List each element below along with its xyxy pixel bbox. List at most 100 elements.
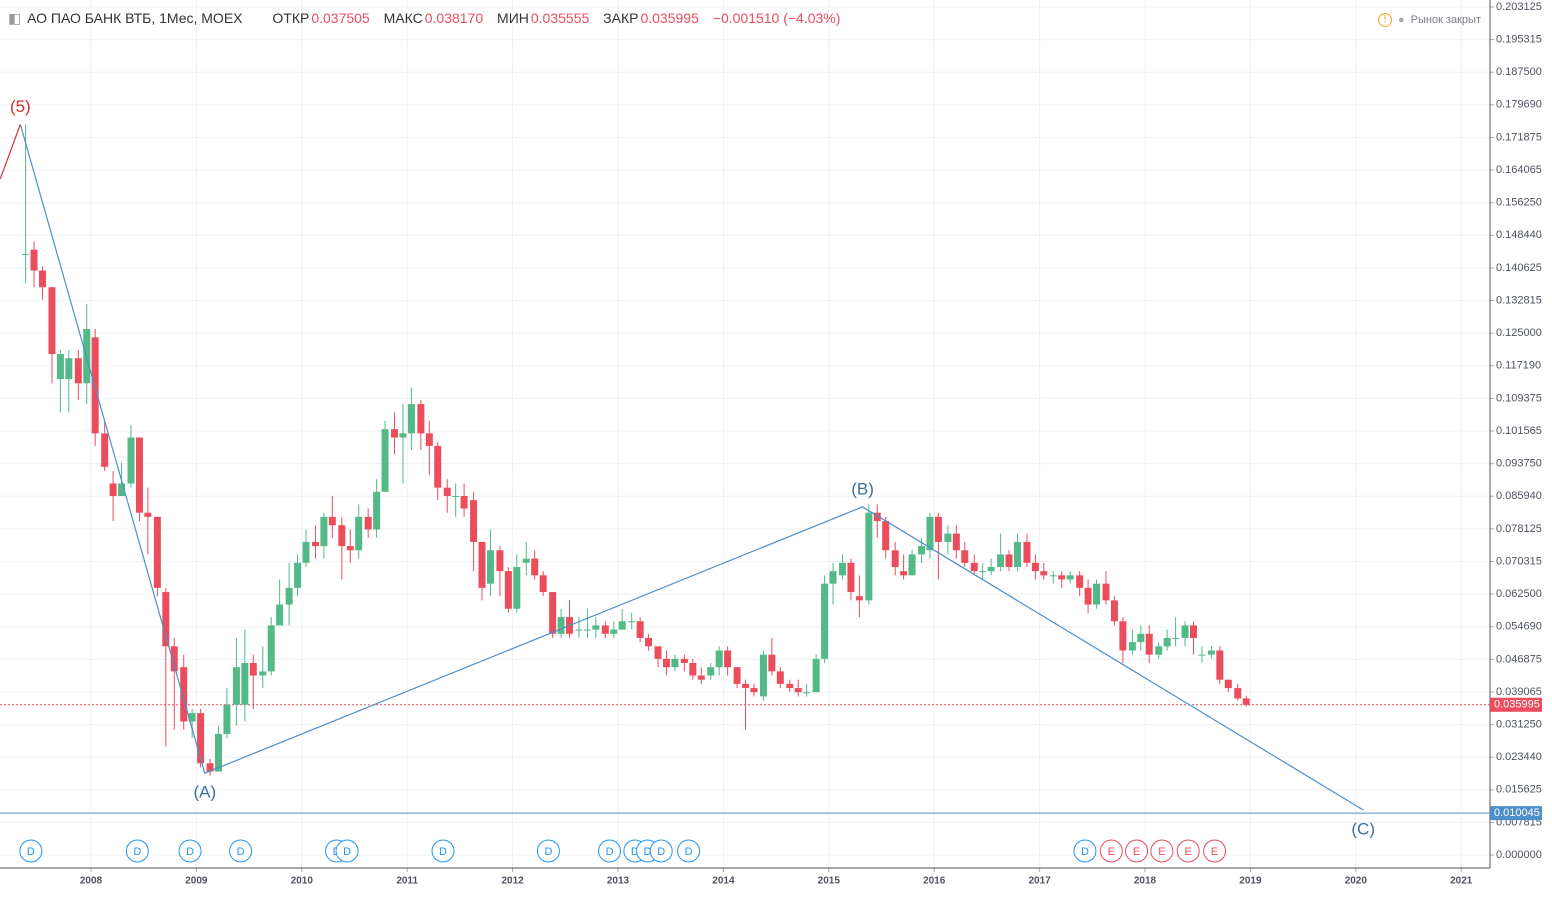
candle-body xyxy=(267,625,275,672)
candle-body xyxy=(1145,633,1153,655)
low: 0.035555 xyxy=(530,10,590,26)
candle-body xyxy=(407,404,415,434)
candle-body xyxy=(65,358,73,380)
candle-body xyxy=(671,658,679,668)
candle-body xyxy=(434,445,442,488)
event-marker[interactable] xyxy=(598,839,622,863)
event-label: D xyxy=(237,846,245,858)
event-marker[interactable] xyxy=(536,839,560,863)
candle-body xyxy=(328,516,336,526)
candle-body xyxy=(197,713,205,764)
candle-body xyxy=(592,625,600,630)
y-tick-label: 0.039065 xyxy=(1496,686,1542,698)
event-marker[interactable] xyxy=(1073,839,1097,863)
candle-body xyxy=(135,437,143,513)
y-tick-label: 0.156250 xyxy=(1496,197,1542,209)
event-marker[interactable] xyxy=(677,839,701,863)
x-tick-label: 2013 xyxy=(607,876,630,887)
open: 0.037505 xyxy=(311,10,370,26)
candle-body xyxy=(118,483,126,496)
header: ◧ АО ПАО БАНК ВТБ, 1Мес, MOEX ОТКР 0.0375… xyxy=(8,10,850,27)
close: 0.035995 xyxy=(640,10,699,26)
event-label: D xyxy=(186,846,194,858)
event-marker[interactable] xyxy=(1203,839,1227,863)
y-tick-label: 0.023440 xyxy=(1496,751,1542,763)
candle-body xyxy=(610,629,618,634)
event-marker[interactable] xyxy=(1125,839,1149,863)
x-tick-label: 2010 xyxy=(291,876,314,887)
y-tick-label: 0.187500 xyxy=(1496,66,1542,78)
candle-body xyxy=(970,562,978,572)
event-marker[interactable] xyxy=(19,839,43,863)
x-tick-label: 2017 xyxy=(1028,876,1051,887)
candle-body xyxy=(496,550,504,572)
y-tick-label: 0.000000 xyxy=(1496,849,1542,861)
target-line-tag xyxy=(1490,806,1542,821)
candle-body xyxy=(549,592,557,634)
candle-body xyxy=(776,671,784,684)
candle-body xyxy=(504,571,512,609)
event-marker[interactable] xyxy=(1150,839,1174,863)
event-label: D xyxy=(631,846,639,858)
y-tick-label: 0.148440 xyxy=(1496,229,1542,241)
candle-body xyxy=(707,667,715,676)
event-marker[interactable] xyxy=(431,839,455,863)
x-tick-label: 2019 xyxy=(1239,876,1262,887)
warning-icon[interactable]: ! xyxy=(1378,13,1392,27)
candle-body xyxy=(1224,679,1232,689)
candle-body xyxy=(74,358,82,384)
status-text: Рынок закрыт xyxy=(1410,14,1481,26)
candle-body xyxy=(311,541,319,547)
event-label: D xyxy=(439,846,447,858)
candle-body xyxy=(934,516,942,542)
candle-body xyxy=(715,650,723,668)
candle-body xyxy=(259,671,267,676)
candle-body xyxy=(636,621,644,638)
candle-body xyxy=(486,550,494,584)
y-tick-label: 0.046875 xyxy=(1496,653,1542,665)
y-tick-label: 0.070315 xyxy=(1496,555,1542,567)
x-tick-label: 2020 xyxy=(1345,876,1368,887)
last-price-line-tag xyxy=(1490,697,1542,712)
event-marker[interactable] xyxy=(125,839,149,863)
candle-body xyxy=(38,270,46,288)
candle-body xyxy=(557,617,565,634)
event-marker[interactable] xyxy=(229,839,253,863)
target-line-label: 0.010045 xyxy=(1494,807,1540,819)
y-tick-label: 0.132815 xyxy=(1496,294,1542,306)
candle-body xyxy=(1040,571,1048,576)
event-label: E xyxy=(1108,846,1115,858)
candle-body xyxy=(285,587,293,605)
x-tick-label: 2014 xyxy=(712,876,735,887)
candle-body xyxy=(997,554,1005,567)
icon: ◧ xyxy=(8,10,22,26)
event-marker[interactable] xyxy=(178,839,202,863)
candle-body xyxy=(531,558,539,576)
event-marker[interactable] xyxy=(649,839,673,863)
last-price-line-label: 0.035995 xyxy=(1494,699,1540,711)
candle-body xyxy=(355,516,363,551)
candle-body xyxy=(381,429,389,492)
event-label: D xyxy=(133,846,141,858)
y-tick-label: 0.195315 xyxy=(1496,34,1542,46)
candle-body xyxy=(443,487,451,496)
high: 0.038170 xyxy=(424,10,484,26)
candle-body xyxy=(583,629,591,631)
event-marker[interactable] xyxy=(1176,839,1200,863)
event-marker[interactable] xyxy=(335,839,359,863)
candle-body xyxy=(1181,625,1189,638)
candle-body xyxy=(232,667,240,705)
candle-body xyxy=(206,763,214,772)
x-tick-label: 2011 xyxy=(396,876,418,887)
event-label: D xyxy=(1081,846,1089,858)
candle-body xyxy=(1023,541,1031,563)
event-label: D xyxy=(685,846,693,858)
candle-body xyxy=(750,688,758,693)
candle-body xyxy=(918,546,926,555)
candle-body xyxy=(513,566,521,609)
candle-body xyxy=(786,683,794,689)
event-marker[interactable] xyxy=(1099,839,1123,863)
candle-body xyxy=(987,566,995,572)
y-tick-label: 0.140625 xyxy=(1496,262,1542,274)
